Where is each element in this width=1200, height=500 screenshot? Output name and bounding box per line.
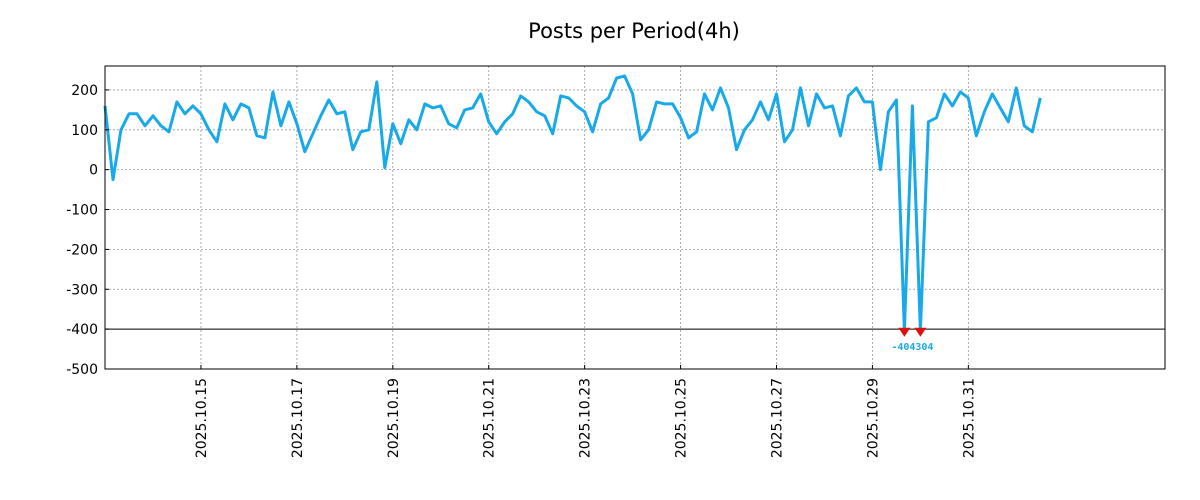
y-tick-label: 0 xyxy=(89,163,98,179)
minimum-marker xyxy=(898,327,911,337)
x-tick-label: 2025.10.15 xyxy=(194,378,210,458)
x-tick-label: 2025.10.27 xyxy=(769,378,785,458)
x-tick-label: 2025.10.21 xyxy=(482,378,498,458)
x-tick-label: 2025.10.17 xyxy=(290,378,306,458)
minimum-label: -404304 xyxy=(891,342,933,353)
x-tick-label: 2025.10.19 xyxy=(386,378,402,458)
series-layer xyxy=(103,74,1042,333)
x-tick-label: 2025.10.25 xyxy=(674,378,690,458)
x-tick-label: 2025.10.29 xyxy=(865,378,881,458)
x-tick-label: 2025.10.31 xyxy=(961,378,977,458)
chart-title: Posts per Period(4h) xyxy=(528,19,740,43)
y-tick-label: -500 xyxy=(66,362,98,378)
y-tick-label: -100 xyxy=(66,203,98,219)
y-tick-label: -200 xyxy=(66,242,98,258)
plot-frame xyxy=(104,65,1166,370)
y-tick-label: 100 xyxy=(71,123,98,139)
x-tick-label: 2025.10.23 xyxy=(578,378,594,458)
y-axis-ticks: 200 100 0 -100 -200 -300 -400 -500 xyxy=(66,83,109,378)
y-tick-label: -400 xyxy=(66,322,98,338)
y-tick-label: -300 xyxy=(66,282,98,298)
series-line xyxy=(103,74,1042,333)
minimum-markers: -404304 xyxy=(891,327,933,353)
minimum-marker xyxy=(914,327,927,337)
x-axis-ticks: 2025.10.15 2025.10.17 2025.10.19 2025.10.21… xyxy=(194,365,977,458)
y-tick-label: 200 xyxy=(71,83,98,99)
